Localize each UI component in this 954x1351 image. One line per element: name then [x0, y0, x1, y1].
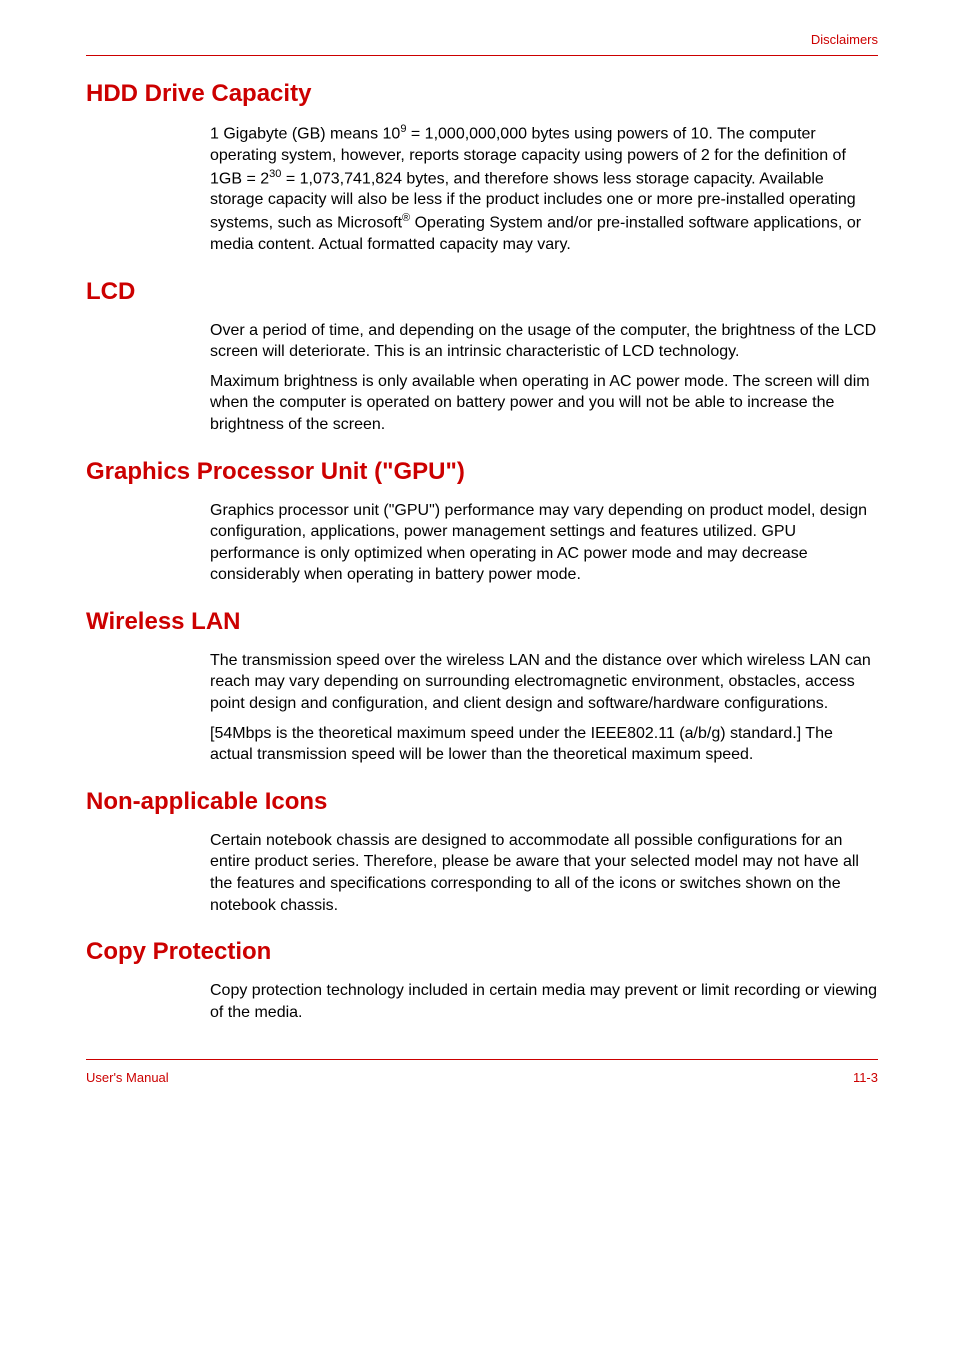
- paragraph-hdd: 1 Gigabyte (GB) means 109 = 1,000,000,00…: [210, 122, 878, 256]
- heading-lcd: LCD: [86, 278, 878, 306]
- heading-copy: Copy Protection: [86, 938, 878, 966]
- heading-wlan: Wireless LAN: [86, 608, 878, 636]
- paragraph-lcd-2: Maximum brightness is only available whe…: [210, 371, 878, 436]
- paragraph-wlan-1: The transmission speed over the wireless…: [210, 650, 878, 715]
- paragraph-gpu: Graphics processor unit ("GPU") performa…: [210, 500, 878, 586]
- superscript: 30: [269, 168, 281, 180]
- paragraph-copy: Copy protection technology included in c…: [210, 980, 878, 1023]
- paragraph-lcd-1: Over a period of time, and depending on …: [210, 320, 878, 363]
- heading-gpu: Graphics Processor Unit ("GPU"): [86, 458, 878, 486]
- page-content: Disclaimers HDD Drive Capacity 1 Gigabyt…: [0, 0, 954, 1117]
- header-label: Disclaimers: [811, 32, 878, 47]
- heading-icons: Non-applicable Icons: [86, 788, 878, 816]
- footer-left-label: User's Manual: [86, 1070, 169, 1085]
- page-header: Disclaimers: [86, 32, 878, 56]
- paragraph-wlan-2: [54Mbps is the theoretical maximum speed…: [210, 723, 878, 766]
- footer-page-number: 11-3: [853, 1070, 878, 1085]
- superscript: ®: [402, 212, 410, 224]
- heading-hdd: HDD Drive Capacity: [86, 80, 878, 108]
- text-fragment: 1 Gigabyte (GB) means 10: [210, 125, 400, 142]
- page-footer: User's Manual 11-3: [86, 1059, 878, 1085]
- paragraph-icons: Certain notebook chassis are designed to…: [210, 830, 878, 916]
